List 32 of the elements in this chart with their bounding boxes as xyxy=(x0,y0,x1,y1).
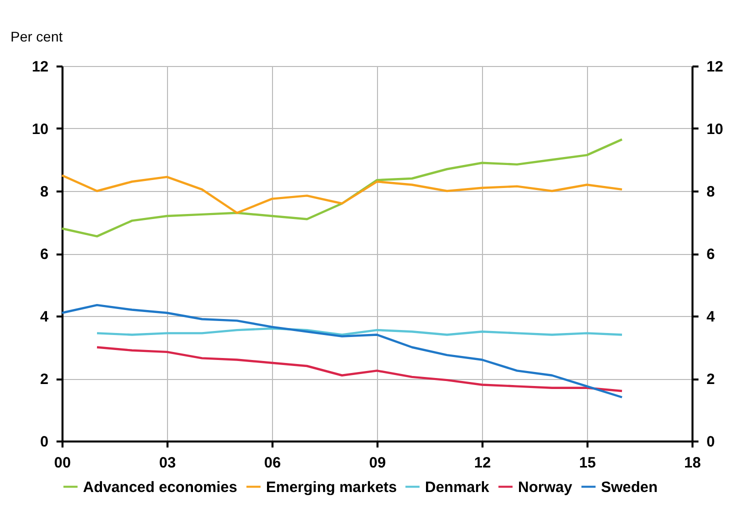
y-tick-label: 8 xyxy=(40,184,48,200)
line-series xyxy=(96,327,624,336)
y2-tick-label: 8 xyxy=(706,184,715,200)
x-tick-label: 12 xyxy=(474,454,491,472)
y2-tick-label: 6 xyxy=(706,246,715,263)
y2-tick-label: 4 xyxy=(706,308,716,326)
x-tick-label: 03 xyxy=(159,454,176,472)
line-series xyxy=(60,304,624,398)
line-series xyxy=(60,174,624,214)
y-tick-label: 10 xyxy=(32,121,48,138)
x-tick-label: 00 xyxy=(54,454,71,472)
line-series xyxy=(60,138,624,238)
y-tick-label: 0 xyxy=(40,434,48,450)
legend-label: Advanced economies xyxy=(83,478,238,496)
line-series xyxy=(96,346,624,392)
x-tick-label: 18 xyxy=(684,454,701,472)
x-tick-label: 06 xyxy=(264,454,281,472)
legend-label: Sweden xyxy=(601,478,658,496)
legend-label: Emerging markets xyxy=(266,478,397,496)
legend-label: Denmark xyxy=(425,478,490,496)
y2-tick-label: 10 xyxy=(706,121,724,138)
y-tick-label: 4 xyxy=(40,308,50,326)
y-axis-title: Per cent xyxy=(10,28,63,44)
y-tick-label: 2 xyxy=(40,371,48,388)
y2-tick-label: 2 xyxy=(706,371,715,388)
y2-tick-label: 12 xyxy=(706,58,724,76)
y2-tick-label: 0 xyxy=(706,434,715,450)
y-tick-label: 6 xyxy=(40,246,48,263)
x-tick-label: 15 xyxy=(579,454,596,472)
x-tick-label: 09 xyxy=(369,454,386,472)
legend-label: Norway xyxy=(518,478,573,496)
y-tick-label: 12 xyxy=(32,58,48,76)
